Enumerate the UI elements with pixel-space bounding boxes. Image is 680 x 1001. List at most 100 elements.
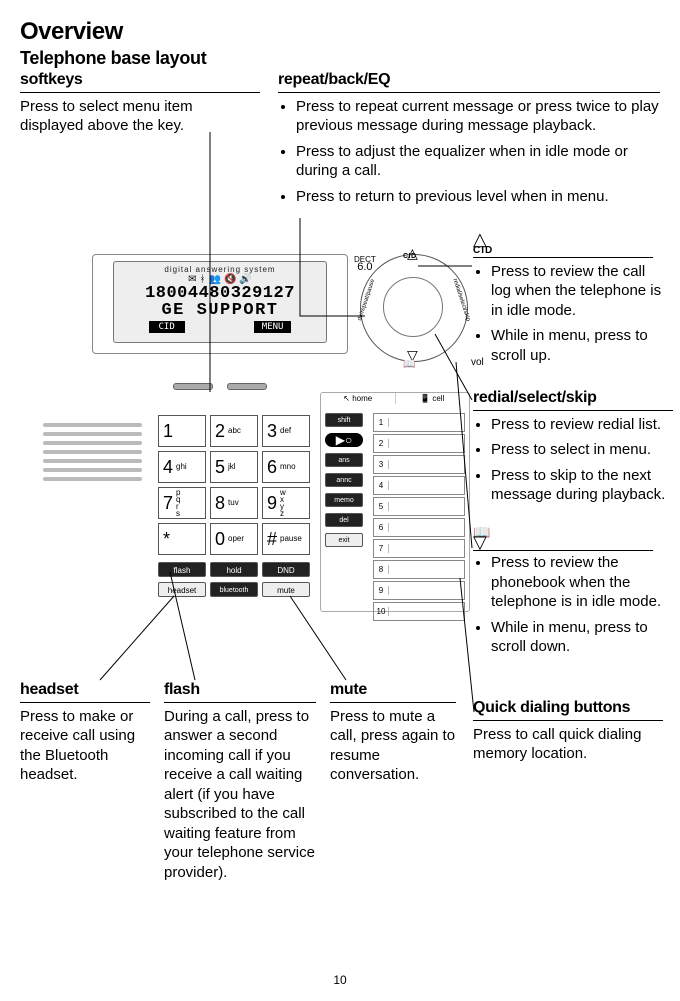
keypad-key: 9wxyz <box>262 487 310 519</box>
list-item: Press to return to previous level when i… <box>296 187 660 207</box>
btn-rec: ▶○ <box>325 433 363 447</box>
section-flash: flash During a call, press to answer a s… <box>164 680 316 882</box>
section-title-quick: Quick dialing buttons <box>473 698 663 721</box>
section-list-redial: Press to review redial list. Press to se… <box>473 415 673 505</box>
quick-dial-slot: 1 <box>373 413 465 432</box>
btn-ans: ans <box>325 453 363 467</box>
dect-badge: DECT 6.0 <box>354 256 376 273</box>
quick-dial-slot: 3 <box>373 455 465 474</box>
section-body-mute: Press to mute a call, press again to res… <box>330 707 456 785</box>
lcd-soft-right: MENU <box>254 321 292 333</box>
dial-wheel: △ CID ▽ 📖 dir/repeat/pause redial/select… <box>360 254 468 362</box>
section-list-repeat: Press to repeat current message or press… <box>278 97 660 207</box>
lcd-line2: GE SUPPORT <box>114 302 326 319</box>
section-quick: Quick dialing buttons Press to call quic… <box>473 698 663 764</box>
section-body-softkeys: Press to select menu item displayed abov… <box>20 97 260 136</box>
lcd-inner: digital answering system ✉ ᚼ 👥 🔇 🔊 18004… <box>113 261 327 343</box>
speaker-grille <box>40 420 150 515</box>
triangle-down-icon: ▽ <box>473 538 653 551</box>
fn-column: shift ▶○ ans annc memo del exit <box>325 413 363 547</box>
book-icon: 📖 <box>473 527 663 538</box>
dect6-label: 6.0 <box>357 261 372 273</box>
fn-row-2: headset bluetooth mute <box>158 582 310 597</box>
list-item: Press to skip to the next message during… <box>491 466 673 505</box>
list-item: Press to review the call log when the te… <box>491 262 663 321</box>
keypad-key: 5jkl <box>210 451 258 483</box>
keypad-key: 1 <box>158 415 206 447</box>
list-item: Press to review redial list. <box>491 415 673 435</box>
section-repeat: repeat/back/EQ Press to repeat current m… <box>278 70 660 212</box>
lcd-line1: 18004480329127 <box>114 285 326 302</box>
quick-dial-slot: 2 <box>373 434 465 453</box>
btn-del: del <box>325 513 363 527</box>
quick-dial-slot: 6 <box>373 518 465 537</box>
keypad: 12abc3def 4ghi5jkl6mno 7pqrs8tuv9wxyz *0ope… <box>158 415 310 555</box>
section-cid: △ CID Press to review the call log when … <box>473 233 663 371</box>
page-subtitle: Telephone base layout <box>20 48 660 69</box>
section-softkeys: softkeys Press to select menu item displ… <box>20 70 260 136</box>
quick-dial-slot: 8 <box>373 560 465 579</box>
dial-book-icon: 📖 <box>403 359 415 370</box>
section-title-redial: redial/select/skip <box>473 388 673 411</box>
curved-right-label: redial/select/skip <box>451 278 470 322</box>
lcd-frame: digital answering system ✉ ᚼ 👥 🔇 🔊 18004… <box>92 254 348 354</box>
section-body-flash: During a call, press to answer a second … <box>164 707 316 883</box>
list-item: While in menu, press to scroll up. <box>491 326 663 365</box>
keypad-key: #pause <box>262 523 310 555</box>
section-book: 📖 ▽ Press to review the phonebook when t… <box>473 527 663 663</box>
btn-bluetooth: bluetooth <box>210 582 258 597</box>
section-redial: redial/select/skip Press to review redia… <box>473 388 673 511</box>
btn-cell: 📱 cell <box>396 393 470 404</box>
btn-shift: shift <box>325 413 363 427</box>
section-body-headset: Press to make or receive call using the … <box>20 707 150 785</box>
dial-cid-label: CID <box>403 253 417 260</box>
softkey-right-bar <box>227 383 267 390</box>
btn-home: ↖ home <box>321 393 396 404</box>
btn-headset: headset <box>158 582 206 597</box>
list-item: While in menu, press to scroll down. <box>491 618 663 657</box>
section-mute: mute Press to mute a call, press again t… <box>330 680 456 785</box>
quick-dial-slot: 9 <box>373 581 465 600</box>
btn-exit: exit <box>325 533 363 547</box>
btn-hold: hold <box>210 562 258 577</box>
keypad-key: 2abc <box>210 415 258 447</box>
right-panel: ↖ home 📱 cell shift ▶○ ans annc memo del… <box>320 392 470 612</box>
lcd-toplabel: digital answering system <box>114 265 326 274</box>
quick-dial-column: 1 2 3 4 5 6 7 8 9 10 <box>373 413 465 621</box>
btn-dnd: DND <box>262 562 310 577</box>
vol-label: vol <box>471 357 484 368</box>
quick-dial-slot: 5 <box>373 497 465 516</box>
page-number: 10 <box>0 973 680 987</box>
page-title: Overview <box>20 18 660 46</box>
keypad-key: 4ghi <box>158 451 206 483</box>
keypad-key: 0oper <box>210 523 258 555</box>
list-item: Press to repeat current message or press… <box>296 97 660 136</box>
section-title-mute: mute <box>330 680 456 703</box>
section-headset: headset Press to make or receive call us… <box>20 680 150 785</box>
quick-dial-slot: 7 <box>373 539 465 558</box>
keypad-key: * <box>158 523 206 555</box>
phone-diagram: digital answering system ✉ ᚼ 👥 🔇 🔊 18004… <box>40 230 476 630</box>
quick-dial-slot: 10 <box>373 602 465 621</box>
section-title-softkeys: softkeys <box>20 70 260 93</box>
section-title-repeat: repeat/back/EQ <box>278 70 660 93</box>
curved-left-label: dir/repeat/pause <box>357 278 376 321</box>
section-title-flash: flash <box>164 680 316 703</box>
keypad-key: 3def <box>262 415 310 447</box>
section-list-book: Press to review the phonebook when the t… <box>473 553 663 657</box>
list-item: Press to select in menu. <box>491 440 673 460</box>
fn-row-1: flash hold DND <box>158 562 310 577</box>
quick-dial-slot: 4 <box>373 476 465 495</box>
keypad-key: 7pqrs <box>158 487 206 519</box>
list-item: Press to review the phonebook when the t… <box>491 553 663 612</box>
dial-wheel-inner <box>383 277 443 337</box>
keypad-key: 8tuv <box>210 487 258 519</box>
keypad-key: 6mno <box>262 451 310 483</box>
btn-mute: mute <box>262 582 310 597</box>
btn-annc: annc <box>325 473 363 487</box>
section-title-headset: headset <box>20 680 150 703</box>
btn-flash: flash <box>158 562 206 577</box>
list-item: Press to adjust the equalizer when in id… <box>296 142 660 181</box>
section-body-quick: Press to call quick dialing memory locat… <box>473 725 663 764</box>
lcd-soft-left: CID <box>149 321 185 333</box>
